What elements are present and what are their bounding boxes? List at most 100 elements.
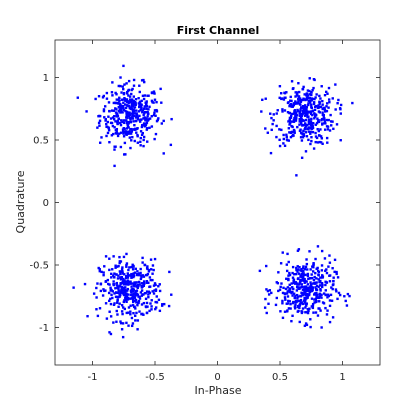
scatter-point [155, 295, 158, 298]
scatter-point [333, 258, 337, 262]
scatter-point [263, 306, 267, 309]
scatter-point [125, 289, 129, 292]
scatter-point [318, 292, 322, 296]
scatter-point [128, 104, 131, 108]
scatter-point [328, 101, 331, 104]
scatter-point [108, 299, 111, 303]
scatter-point [293, 305, 297, 308]
scatter-point [145, 105, 148, 108]
scatter-point [317, 270, 321, 274]
scatter-point [94, 97, 97, 101]
scatter-point [116, 285, 120, 289]
scatter-point [303, 268, 307, 271]
scatter-point [141, 131, 144, 135]
scatter-point [143, 116, 147, 119]
scatter-point [122, 300, 126, 304]
scatter-point [309, 112, 313, 116]
scatter-point [117, 274, 120, 277]
scatter-point [298, 110, 302, 113]
scatter-point [313, 78, 316, 82]
scatter-point [313, 298, 316, 301]
scatter-point [135, 273, 139, 277]
y-tick-label: -0.5 [29, 261, 49, 272]
scatter-point [346, 292, 350, 296]
scatter-point [321, 111, 324, 114]
scatter-point [128, 136, 131, 139]
scatter-point [299, 136, 303, 139]
scatter-point [326, 293, 330, 296]
scatter-point [130, 130, 134, 133]
scatter-point [290, 319, 293, 323]
scatter-point [296, 310, 299, 313]
scatter-point [111, 124, 115, 128]
scatter-point [140, 294, 143, 297]
scatter-point [97, 121, 101, 125]
scatter-point [304, 311, 307, 314]
scatter-point [109, 302, 113, 306]
scatter-point [312, 282, 315, 285]
x-tick-label: -1 [88, 372, 98, 383]
scatter-point [134, 319, 137, 322]
scatter-point [307, 103, 310, 107]
scatter-point [150, 115, 153, 118]
scatter-point [117, 289, 120, 293]
scatter-point [139, 130, 143, 133]
scatter-point [126, 132, 130, 135]
scatter-point [104, 289, 107, 292]
scatter-point [128, 266, 131, 269]
scatter-point [138, 295, 141, 299]
scatter-point [279, 262, 283, 265]
scatter-point [308, 89, 311, 93]
scatter-point [115, 113, 118, 117]
scatter-point [115, 320, 118, 323]
scatter-point [134, 282, 137, 286]
scatter-point [134, 298, 138, 302]
scatter-point [310, 93, 313, 97]
scatter-point [309, 276, 312, 280]
scatter-point [274, 303, 278, 307]
scatter-point [125, 295, 128, 298]
scatter-point [293, 307, 297, 310]
scatter-point [114, 287, 117, 290]
scatter-point [119, 320, 122, 323]
scatter-point [140, 99, 143, 103]
scatter-point [96, 282, 99, 285]
scatter-point [151, 278, 154, 282]
scatter-point [154, 289, 158, 292]
scatter-point [119, 272, 122, 276]
scatter-point [127, 268, 130, 272]
scatter-point [278, 84, 282, 88]
scatter-point [323, 108, 327, 112]
scatter-point [330, 286, 333, 289]
scatter-point [320, 264, 324, 267]
scatter-point [131, 282, 134, 285]
y-tick-label: -1 [39, 323, 49, 334]
scatter-point [297, 295, 300, 298]
scatter-point [312, 86, 315, 90]
scatter-point [113, 148, 116, 151]
scatter-point [133, 103, 136, 106]
scatter-point [320, 85, 323, 88]
scatter-point [129, 274, 132, 277]
scatter-point [296, 108, 299, 112]
scatter-point [288, 271, 291, 275]
scatter-point [300, 132, 303, 135]
scatter-point [336, 102, 339, 105]
scatter-point [314, 300, 317, 304]
scatter-point [119, 111, 122, 114]
scatter-point [124, 290, 127, 294]
scatter-point [114, 111, 118, 114]
scatter-point [105, 134, 108, 138]
scatter-point [304, 127, 307, 131]
scatter-point [301, 302, 305, 306]
scatter-point [138, 90, 141, 94]
scatter-point [153, 92, 156, 95]
scatter-point [343, 295, 346, 298]
scatter-point [323, 106, 326, 110]
scatter-point [328, 274, 331, 277]
scatter-point [121, 281, 124, 284]
scatter-point [147, 112, 150, 115]
scatter-point [307, 277, 310, 281]
scatter-point [124, 99, 128, 102]
scatter-point [107, 291, 111, 295]
